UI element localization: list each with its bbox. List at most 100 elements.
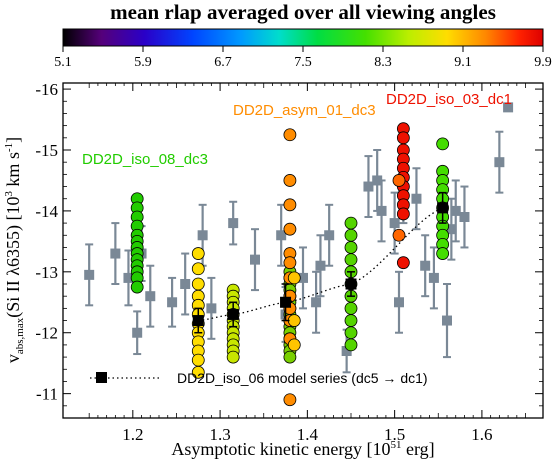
legend-label: DD2D_iso_06 model series (dc5 → dc1) — [177, 370, 428, 386]
obs-point — [180, 279, 191, 289]
colorbar-tick-label: 7.5 — [294, 55, 312, 70]
model-point — [191, 365, 205, 379]
model-point — [392, 174, 406, 187]
x-tick-label: 1.5 — [384, 425, 405, 444]
iso06-point — [192, 315, 204, 327]
y-tick-label: -14 — [35, 202, 58, 221]
obs-point — [341, 346, 352, 356]
model-point — [344, 241, 358, 254]
annotation-asym01: DD2D_asym_01_dc3 — [233, 102, 376, 119]
colorbar-ticks: 5.1 5.9 6.7 7.5 8.3 9.1 9.9 — [54, 46, 552, 70]
colorbar — [62, 28, 544, 47]
iso06-point — [345, 278, 357, 290]
obs-point — [84, 269, 95, 280]
obs-point — [442, 315, 452, 326]
x-axis-label: Asymptotic kinetic energy [1051 erg] — [171, 439, 434, 459]
model-point — [283, 256, 297, 270]
observations — [84, 102, 514, 374]
obs-point — [372, 175, 383, 186]
obs-point — [428, 272, 439, 283]
obs-point — [420, 260, 431, 271]
x-tick-label: 1.3 — [209, 425, 230, 444]
model-point — [287, 271, 301, 285]
model-point — [344, 216, 358, 230]
iso06-point — [280, 296, 292, 308]
obs-point — [298, 272, 308, 283]
obs-point — [411, 193, 422, 204]
obs-point — [503, 102, 514, 113]
model-point — [344, 301, 358, 315]
y-tick-label: -11 — [36, 385, 58, 404]
obs-point — [145, 291, 156, 302]
obs-point — [389, 218, 400, 229]
plot-frame — [62, 82, 544, 419]
y-tick-label: -13 — [35, 263, 58, 282]
obs-point — [363, 181, 374, 192]
iso06-point — [437, 202, 449, 214]
obs-point — [459, 212, 470, 222]
colorbar-tick-label: 6.7 — [214, 55, 232, 70]
axes: 1.2 1.3 1.4 1.5 1.6 -11 -12 -13 -14 -15 -16 — [35, 80, 543, 444]
obs-point — [324, 230, 335, 241]
model-point — [396, 256, 410, 270]
colorbar-tick-label: 9.9 — [534, 55, 552, 70]
x-tick-label: 1.4 — [297, 425, 319, 444]
obs-point — [206, 303, 217, 314]
annotation-iso08: DD2D_iso_08_dc3 — [82, 151, 208, 168]
iso06-line — [198, 207, 443, 322]
obs-point — [250, 254, 260, 265]
model-point — [283, 222, 297, 236]
model-point — [283, 350, 297, 364]
colorbar-tick-label: 9.1 — [454, 55, 472, 70]
y-tick-label: -12 — [35, 324, 58, 343]
model-point — [287, 338, 301, 352]
obs-point — [167, 297, 178, 308]
y-axis-label: vabs,max(Si II λ6355) [103 km s-1] — [3, 137, 26, 363]
x-tick-label: 1.6 — [471, 425, 492, 444]
obs-point — [228, 218, 239, 229]
model-point — [344, 314, 358, 327]
model-point — [283, 174, 297, 187]
model-point — [191, 353, 205, 367]
model-point — [396, 131, 410, 145]
obs-point — [276, 230, 287, 241]
model-point — [344, 228, 358, 242]
iso06-point — [227, 308, 239, 320]
iso06-series — [192, 191, 449, 334]
model-point — [283, 198, 297, 212]
obs-point — [394, 297, 404, 308]
obs-point — [197, 230, 208, 241]
model-point — [130, 280, 144, 294]
legend-marker — [96, 372, 107, 383]
model-point — [191, 277, 205, 291]
model-point — [344, 338, 358, 352]
model-point — [436, 137, 450, 151]
model-point — [392, 228, 406, 242]
obs-point — [110, 248, 121, 259]
model-point — [344, 326, 358, 340]
model-point — [344, 253, 358, 267]
y-tick-label: -15 — [35, 141, 58, 160]
colorbar-title: mean rlap averaged over all viewing angl… — [110, 0, 496, 24]
x-tick-label: 1.2 — [122, 425, 143, 444]
obs-point — [376, 205, 387, 216]
colorbar-tick-label: 5.1 — [54, 55, 72, 70]
obs-point — [315, 260, 326, 271]
model-point — [287, 314, 301, 327]
model-point — [283, 128, 297, 142]
model-point — [283, 393, 297, 407]
colorbar-tick-label: 8.3 — [374, 55, 392, 70]
colorbar-tick-label: 5.9 — [134, 55, 152, 70]
model-point — [191, 262, 205, 276]
model-point — [226, 350, 240, 364]
obs-point — [311, 297, 322, 308]
annotation-iso03: DD2D_iso_03_dc1 — [386, 91, 512, 108]
model-point — [396, 207, 410, 221]
obs-point — [123, 272, 134, 283]
obs-point — [450, 205, 461, 216]
model-point — [191, 247, 205, 260]
y-tick-label: -16 — [35, 80, 58, 99]
obs-point — [132, 327, 143, 338]
model-point — [436, 247, 450, 260]
